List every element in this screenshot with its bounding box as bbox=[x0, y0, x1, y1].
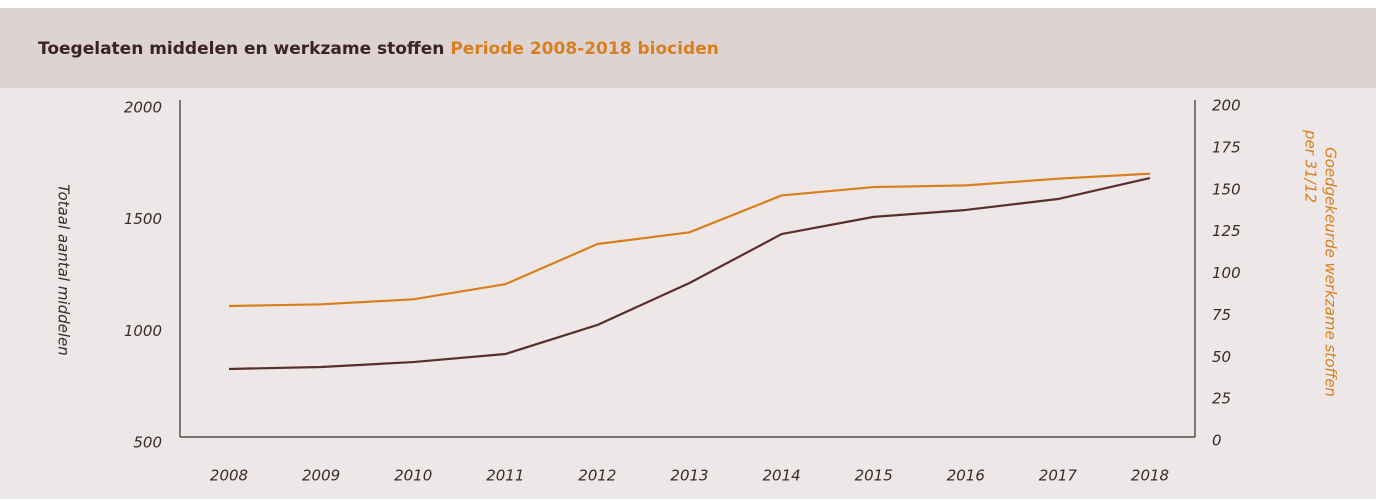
title: Toegelaten middelen en werkzame stoffen bbox=[38, 39, 444, 59]
y-tick-label: 2000 bbox=[124, 99, 162, 117]
chart-title: Toegelaten middelen en werkzame stoffen P… bbox=[38, 39, 719, 59]
chart-background bbox=[0, 8, 1376, 499]
x-tick-label: 2016 bbox=[947, 467, 985, 485]
y-axis-label: Totaal aantal middelen bbox=[55, 184, 73, 356]
y2-tick-label: 100 bbox=[1212, 264, 1241, 282]
x-tick-label: 2011 bbox=[486, 467, 524, 485]
line bbox=[228, 172, 1151, 308]
y-tick-label: 1000 bbox=[124, 322, 162, 340]
y2-tick-label: 75 bbox=[1212, 306, 1231, 324]
x-tick-label: 2008 bbox=[210, 467, 248, 485]
y2-tick-label: 125 bbox=[1212, 222, 1241, 240]
x-tick-label: 2014 bbox=[763, 467, 801, 485]
y2-tick-label: 200 bbox=[1212, 97, 1241, 115]
header-band bbox=[0, 8, 1376, 88]
y-tick-label: 500 bbox=[133, 434, 162, 452]
y2-tick-label: 150 bbox=[1212, 180, 1241, 198]
y2-tick-label: 50 bbox=[1212, 348, 1231, 366]
y2-axis-label: per 31/12 bbox=[1302, 129, 1320, 203]
x-tick-label: 2013 bbox=[670, 467, 708, 485]
y-tick-label: 1500 bbox=[124, 210, 162, 228]
x-tick-label: 2010 bbox=[394, 467, 432, 485]
x-tick-label: 2009 bbox=[302, 467, 340, 485]
y2-tick-label: 0 bbox=[1212, 432, 1222, 450]
line bbox=[228, 176, 1151, 371]
y2-tick-label: 25 bbox=[1212, 390, 1231, 408]
x-tick-label: 2018 bbox=[1131, 467, 1169, 485]
y2-axis-label: Goedgekeurde werkzame stoffen bbox=[1322, 147, 1340, 397]
subtitle: Periode 2008-2018 biociden bbox=[450, 39, 718, 59]
y2-tick-label: 175 bbox=[1212, 138, 1241, 156]
x-tick-label: 2012 bbox=[578, 467, 616, 485]
x-tick-label: 2017 bbox=[1039, 467, 1078, 485]
x-tick-label: 2015 bbox=[855, 467, 893, 485]
